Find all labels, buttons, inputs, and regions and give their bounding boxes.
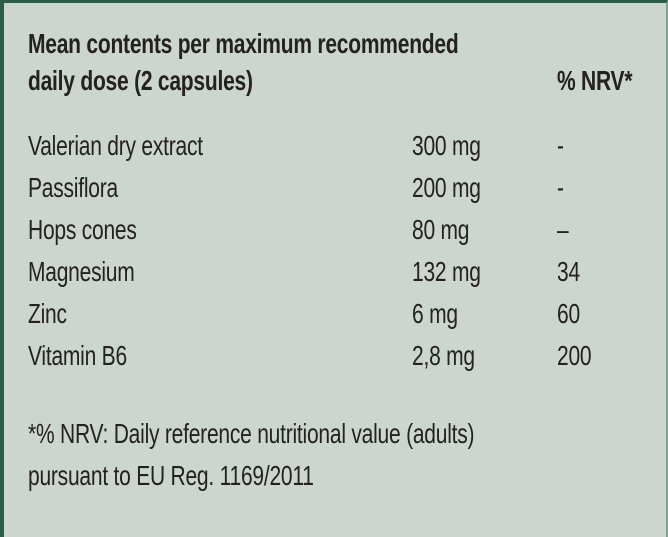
table-header: Mean contents per maximum recommended da… — [28, 25, 666, 99]
row-nrv: – — [557, 214, 569, 245]
row-name: Magnesium — [28, 256, 135, 287]
row-nrv: 200 — [557, 340, 592, 371]
table-row: Magnesium 132 mg 34 — [28, 251, 666, 293]
row-name: Zinc — [28, 298, 67, 329]
footnote-line1: *% NRV: Daily reference nutritional valu… — [28, 418, 475, 449]
row-amount: 132 mg — [412, 256, 481, 287]
row-nrv: - — [557, 130, 564, 161]
row-nrv: 34 — [557, 256, 580, 287]
row-name: Hops cones — [28, 214, 137, 245]
row-amount: 300 mg — [412, 130, 481, 161]
table-row: Valerian dry extract 300 mg - — [28, 125, 666, 167]
header-title-line2: daily dose (2 capsules) % NRV* — [28, 62, 666, 99]
nrv-column-header: % NRV* — [557, 65, 633, 96]
nrv-footnote: *% NRV: Daily reference nutritional valu… — [28, 413, 666, 497]
header-dose-label: daily dose (2 capsules) — [28, 65, 253, 96]
table-row: Zinc 6 mg 60 — [28, 293, 666, 335]
table-row: Vitamin B6 2,8 mg 200 — [28, 335, 666, 377]
footnote-line2: pursuant to EU Reg. 1169/2011 — [28, 460, 314, 491]
row-name: Vitamin B6 — [28, 340, 127, 371]
row-name: Valerian dry extract — [28, 130, 203, 161]
row-nrv: - — [557, 172, 564, 203]
header-title-line1: Mean contents per maximum recommended — [28, 28, 459, 59]
table-row: Passiflora 200 mg - — [28, 167, 666, 209]
row-name: Passiflora — [28, 172, 118, 203]
row-amount: 80 mg — [412, 214, 470, 245]
row-amount: 6 mg — [412, 298, 458, 329]
row-nrv: 60 — [557, 298, 580, 329]
row-amount: 2,8 mg — [412, 340, 475, 371]
row-amount: 200 mg — [412, 172, 481, 203]
table-row: Hops cones 80 mg – — [28, 209, 666, 251]
ingredient-rows: Valerian dry extract 300 mg - Passiflora… — [28, 125, 666, 377]
